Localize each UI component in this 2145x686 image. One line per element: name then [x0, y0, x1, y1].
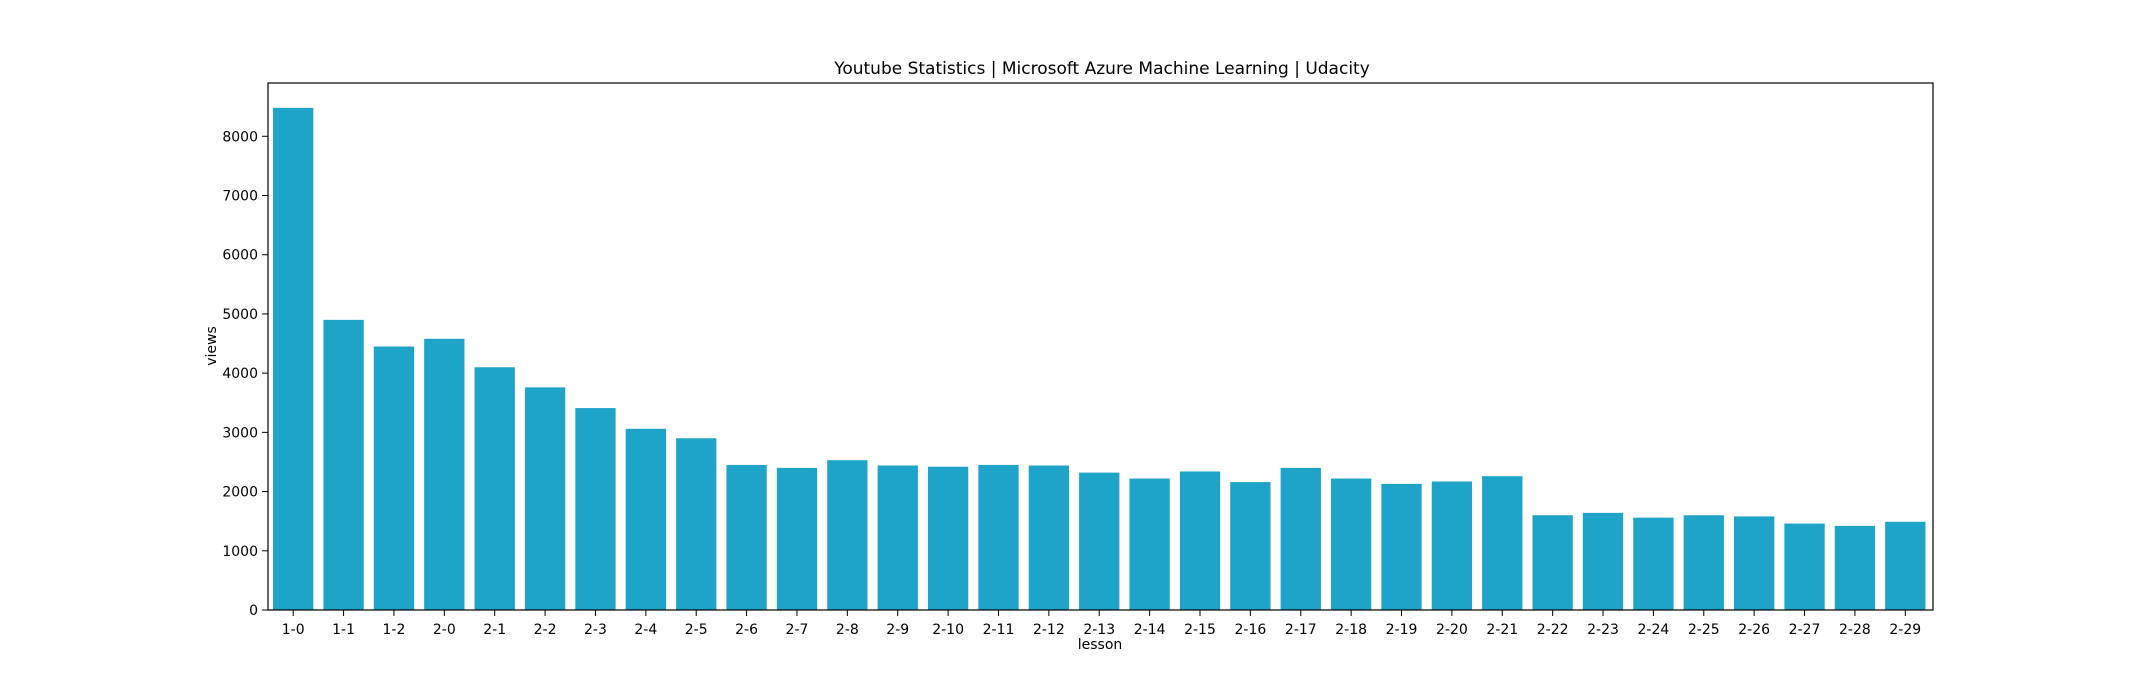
x-tick-label: 2-21	[1486, 622, 1518, 638]
x-tick-label: 2-29	[1889, 622, 1921, 638]
bar-2-7	[776, 467, 818, 610]
bar-2-12	[1028, 465, 1070, 610]
bar-2-23	[1582, 512, 1624, 610]
bar-2-14	[1129, 478, 1170, 610]
bar-1-0	[273, 107, 314, 610]
x-tick-label: 2-12	[1033, 622, 1065, 638]
x-axis-label: lesson	[1078, 637, 1123, 653]
x-tick-label: 2-27	[1789, 622, 1821, 638]
y-tick-label: 6000	[222, 248, 258, 264]
bar-1-1	[323, 319, 364, 610]
x-tick-label: 2-3	[584, 622, 607, 638]
bar-1-2	[373, 346, 415, 610]
bar-2-1	[474, 367, 515, 610]
x-tick-label: 2-7	[786, 622, 809, 638]
y-axis-label: views	[204, 326, 220, 366]
y-tick-label: 4000	[222, 366, 258, 382]
bar-2-13	[1079, 472, 1120, 610]
x-tick-label: 2-6	[735, 622, 758, 638]
bar-2-3	[575, 408, 616, 610]
x-tick-label: 2-8	[836, 622, 859, 638]
x-tick-label: 2-20	[1436, 622, 1468, 638]
bar-2-26	[1734, 516, 1775, 610]
x-tick-label: 2-5	[685, 622, 708, 638]
x-tick-label: 2-10	[932, 622, 964, 638]
y-tick-label: 2000	[222, 485, 258, 501]
ticks-layer: 1-0 1-1 1-2 2-0 2-1 2-2 2-3 2-4 2-5 2-6 2-7 2-8 2-9 2…	[222, 129, 1921, 638]
bar-2-10	[927, 466, 969, 610]
plot-frame	[267, 82, 1934, 611]
bar-2-25	[1683, 515, 1724, 610]
bar-2-21	[1482, 476, 1523, 610]
x-tick-label: 2-13	[1083, 622, 1115, 638]
x-tick-label: 2-18	[1335, 622, 1367, 638]
bar-2-24	[1633, 517, 1674, 610]
y-tick-label: 8000	[222, 129, 258, 145]
x-tick-label: 2-15	[1184, 622, 1216, 638]
x-tick-label: 1-1	[332, 622, 355, 638]
bar-2-4	[625, 428, 666, 610]
bar-2-18	[1330, 478, 1372, 610]
y-tick-label: 7000	[222, 189, 258, 205]
x-tick-label: 2-14	[1134, 622, 1166, 638]
bar-2-16	[1230, 482, 1271, 610]
bar-2-20	[1431, 481, 1473, 610]
bar-2-15	[1179, 471, 1221, 610]
x-tick-label: 2-9	[886, 622, 909, 638]
bars-layer	[273, 107, 1926, 610]
x-tick-label: 2-2	[534, 622, 557, 638]
x-tick-label: 2-17	[1285, 622, 1317, 638]
x-tick-label: 2-4	[634, 622, 657, 638]
y-tick-label: 3000	[222, 425, 258, 441]
chart-title: Youtube Statistics | Microsoft Azure Mac…	[833, 59, 1370, 79]
bar-2-19	[1381, 483, 1422, 610]
x-tick-label: 2-22	[1537, 622, 1569, 638]
x-tick-label: 2-1	[483, 622, 506, 638]
bar-2-9	[877, 465, 918, 610]
bar-2-22	[1532, 515, 1573, 610]
x-tick-label: 2-28	[1839, 622, 1871, 638]
bar-2-5	[676, 438, 717, 610]
bar-2-28	[1834, 525, 1876, 610]
bar-2-29	[1885, 521, 1926, 610]
bar-2-2	[524, 387, 566, 610]
y-tick-label: 5000	[222, 307, 258, 323]
y-tick-label: 1000	[222, 544, 258, 560]
x-tick-label: 2-26	[1738, 622, 1770, 638]
x-tick-label: 2-24	[1638, 622, 1670, 638]
x-tick-label: 2-0	[433, 622, 456, 638]
bar-2-8	[827, 460, 868, 610]
bar-2-6	[726, 464, 767, 610]
x-tick-label: 2-16	[1234, 622, 1266, 638]
bar-2-0	[424, 338, 465, 610]
x-tick-label: 1-0	[282, 622, 305, 638]
x-tick-label: 2-23	[1587, 622, 1619, 638]
x-tick-label: 2-19	[1386, 622, 1418, 638]
bar-2-11	[978, 464, 1019, 610]
bar-2-17	[1280, 467, 1321, 610]
x-tick-label: 2-11	[983, 622, 1015, 638]
x-tick-label: 1-2	[383, 622, 406, 638]
y-tick-label: 0	[249, 603, 258, 619]
x-tick-label: 2-25	[1688, 622, 1720, 638]
bar-2-27	[1784, 523, 1825, 610]
